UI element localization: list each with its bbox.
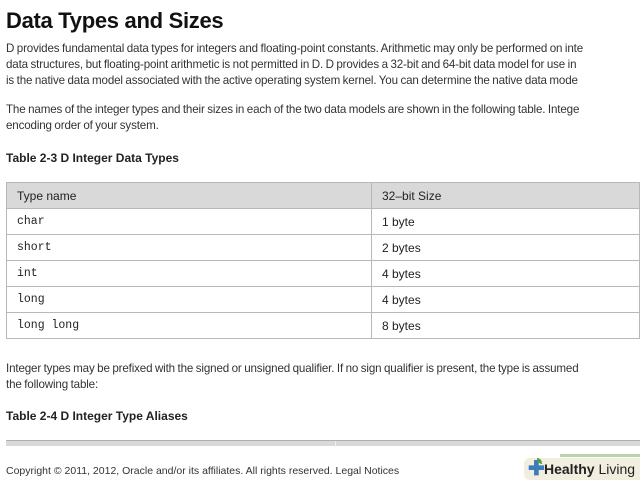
footer: Copyright © 2011, 2012, Oracle and/or it… [6, 465, 399, 477]
table1-caption: Table 2-3 D Integer Data Types [6, 151, 179, 165]
size-cell: 2 bytes [371, 234, 640, 261]
type-cell: long [6, 286, 372, 313]
names-paragraph: The names of the integer types and their… [6, 102, 634, 134]
prefix-paragraph: Integer types may be prefixed with the s… [6, 361, 634, 393]
names-line: encoding order of your system. [6, 119, 159, 132]
table-row: long long 8 bytes [6, 312, 640, 339]
table-row: char 1 byte [6, 208, 640, 235]
column-divider [335, 441, 336, 447]
intro-line: D provides fundamental data types for in… [6, 42, 584, 55]
type-cell: int [6, 260, 372, 287]
type-aliases-table-header [6, 440, 640, 447]
size-cell: 4 bytes [371, 260, 640, 287]
integer-types-table: Type name 32–bit Size char 1 byte short … [6, 182, 640, 339]
type-cell: char [6, 208, 372, 235]
size-cell: 4 bytes [371, 286, 640, 313]
badge-label: Healthy Living [544, 461, 635, 477]
header-32bit-size: 32–bit Size [371, 182, 640, 209]
size-cell: 1 byte [371, 208, 640, 235]
intro-paragraph: D provides fundamental data types for in… [6, 41, 634, 89]
names-line: The names of the integer types and their… [6, 103, 580, 116]
intro-line: data structures, but floating-point arit… [6, 58, 577, 71]
badge-label-bold: Healthy [544, 461, 595, 477]
badge-label-rest: Living [598, 461, 636, 477]
table-row: short 2 bytes [6, 234, 640, 261]
table-header-row: Type name 32–bit Size [6, 182, 640, 209]
copyright-text: Copyright © 2011, 2012, Oracle and/or it… [6, 465, 333, 477]
badge-accent-bar [560, 454, 640, 457]
leaf-icon [537, 458, 542, 464]
table2-caption: Table 2-4 D Integer Type Aliases [6, 409, 188, 423]
page-bottom: Copyright © 2011, 2012, Oracle and/or it… [6, 446, 640, 480]
healthy-living-badge[interactable]: ✚ Healthy Living [524, 454, 640, 480]
plus-leaf-icon: ✚ [528, 458, 545, 480]
table-row: long 4 bytes [6, 286, 640, 313]
header-type-name: Type name [6, 182, 372, 209]
intro-line: is the native data model associated with… [6, 74, 578, 87]
prefix-line: Integer types may be prefixed with the s… [6, 362, 579, 375]
prefix-line: the following table: [6, 378, 99, 391]
page-title: Data Types and Sizes [6, 8, 224, 33]
size-cell: 8 bytes [371, 312, 640, 339]
type-cell: long long [6, 312, 372, 339]
type-cell: short [6, 234, 372, 261]
table-row: int 4 bytes [6, 260, 640, 287]
legal-notices-link[interactable]: Legal Notices [335, 465, 400, 477]
